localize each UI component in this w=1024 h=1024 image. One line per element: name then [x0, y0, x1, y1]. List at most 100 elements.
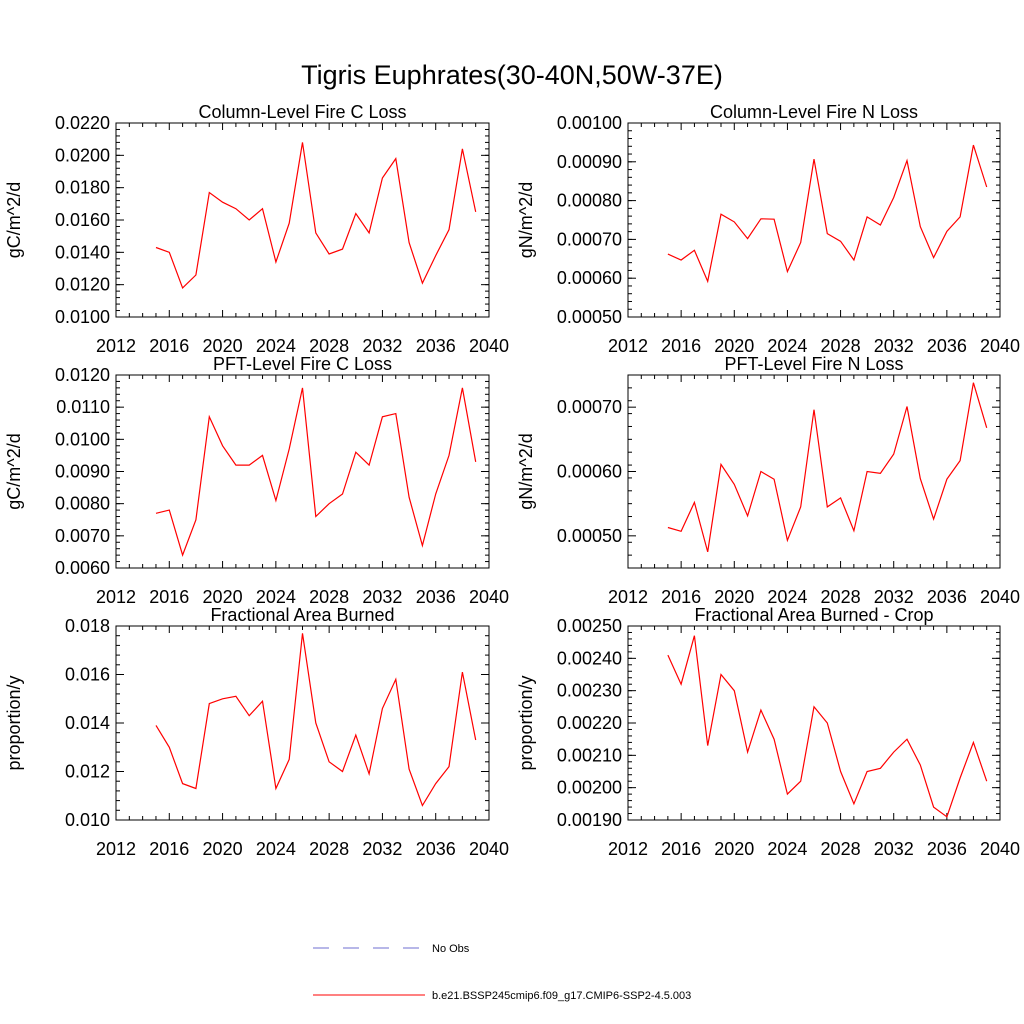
- plot-frame: [115, 374, 490, 569]
- panel-title: Column-Level Fire N Loss: [710, 102, 918, 122]
- x-tick-label: 2040: [469, 336, 509, 356]
- x-tick-label: 2012: [96, 839, 136, 859]
- y-tick-label: 0.010: [65, 810, 110, 830]
- x-tick-label: 2032: [874, 336, 914, 356]
- x-tick-label: 2036: [416, 587, 456, 607]
- series-line-pft-level-fire-c-loss: [155, 387, 477, 557]
- x-tick-label: 2012: [608, 336, 648, 356]
- y-axis-label: gN/m^2/d: [516, 182, 536, 258]
- x-tick-label: 2032: [362, 587, 402, 607]
- y-tick-label: 0.0180: [55, 178, 110, 198]
- x-tick-label: 2020: [203, 587, 243, 607]
- x-tick-label: 2016: [149, 336, 189, 356]
- y-tick-label: 0.0090: [55, 462, 110, 482]
- plot-frame: [627, 625, 1001, 821]
- legend-obs-label: No Obs: [432, 943, 470, 955]
- x-tick-label: 2020: [714, 839, 754, 859]
- chart-panels: Column-Level Fire C Loss gC/m^2/d 2012 2016…: [4, 102, 1020, 859]
- y-tick-label: 0.00070: [557, 397, 622, 417]
- y-tick-label: 0.0140: [55, 242, 110, 262]
- x-tick-label: 2028: [821, 587, 861, 607]
- y-tick-label: 0.00210: [557, 745, 622, 765]
- x-tick-label: 2036: [416, 336, 456, 356]
- y-axis-label: gC/m^2/d: [4, 182, 24, 258]
- y-tick-label: 0.0120: [55, 365, 110, 385]
- x-tick-label: 2020: [203, 336, 243, 356]
- x-tick-label: 2032: [362, 336, 402, 356]
- x-tick-label: 2024: [256, 587, 296, 607]
- panel-fractional-area-burned: Fractional Area Burned proportion/y 2012 20…: [4, 605, 509, 859]
- x-tick-label: 2032: [874, 839, 914, 859]
- y-tick-label: 0.00060: [557, 268, 622, 288]
- y-axis-label: gN/m^2/d: [516, 433, 536, 509]
- panel-pft-level-fire-n-loss: PFT-Level Fire N Loss gN/m^2/d 2012 2016 202…: [516, 354, 1020, 607]
- y-tick-label: 0.0080: [55, 494, 110, 514]
- y-tick-label: 0.00230: [557, 681, 622, 701]
- plot-frame: [627, 122, 1001, 318]
- y-tick-label: 0.00090: [557, 152, 622, 172]
- x-tick-label: 2024: [256, 839, 296, 859]
- x-tick-label: 2028: [821, 839, 861, 859]
- x-tick-label: 2020: [714, 336, 754, 356]
- x-tick-label: 2016: [661, 839, 701, 859]
- plot-frame: [115, 625, 490, 821]
- legend: No Obs b.e21.BSSP245cmip6.f09_g17.CMIP6-…: [313, 943, 691, 1002]
- x-tick-label: 2036: [927, 587, 967, 607]
- y-axis-label: gC/m^2/d: [4, 433, 24, 509]
- y-tick-label: 0.00080: [557, 191, 622, 211]
- y-tick-label: 0.0110: [56, 397, 110, 417]
- panel-title: Fractional Area Burned - Crop: [694, 605, 933, 625]
- x-tick-label: 2032: [362, 839, 402, 859]
- x-tick-label: 2016: [661, 587, 701, 607]
- y-tick-label: 0.018: [65, 616, 110, 636]
- y-tick-label: 0.0100: [55, 307, 110, 327]
- x-tick-label: 2028: [821, 336, 861, 356]
- series-line-fractional-area-burned: [155, 633, 477, 807]
- x-tick-label: 2040: [980, 587, 1020, 607]
- y-tick-label: 0.014: [65, 713, 110, 733]
- y-axis-label: proportion/y: [516, 675, 536, 770]
- x-tick-label: 2024: [767, 336, 807, 356]
- x-tick-label: 2028: [309, 336, 349, 356]
- legend-model-label: b.e21.BSSP245cmip6.f09_g17.CMIP6-SSP2-4.…: [432, 990, 691, 1002]
- series-line-column-level-fire-n-loss: [667, 144, 988, 284]
- y-tick-label: 0.00070: [557, 229, 622, 249]
- series-line-fractional-area-burned-crop: [667, 635, 988, 818]
- y-tick-label: 0.0200: [55, 145, 110, 165]
- x-tick-label: 2016: [149, 839, 189, 859]
- x-tick-label: 2020: [714, 587, 754, 607]
- x-tick-label: 2020: [203, 839, 243, 859]
- y-tick-label: 0.0060: [55, 558, 110, 578]
- y-tick-label: 0.00200: [557, 778, 622, 798]
- x-tick-label: 2012: [96, 587, 136, 607]
- x-tick-label: 2012: [608, 587, 648, 607]
- figure-title: Tigris Euphrates(30-40N,50W-37E): [301, 60, 723, 90]
- x-tick-label: 2024: [256, 336, 296, 356]
- panel-pft-level-fire-c-loss: PFT-Level Fire C Loss gC/m^2/d 2012 2016 202…: [4, 354, 509, 607]
- x-tick-label: 2040: [469, 839, 509, 859]
- y-tick-label: 0.0070: [55, 526, 110, 546]
- panel-title: PFT-Level Fire C Loss: [213, 354, 392, 374]
- x-tick-label: 2036: [416, 839, 456, 859]
- x-tick-label: 2012: [96, 336, 136, 356]
- series-line-column-level-fire-c-loss: [155, 142, 477, 289]
- y-tick-label: 0.00250: [557, 616, 622, 636]
- x-tick-label: 2040: [980, 839, 1020, 859]
- y-tick-label: 0.00060: [557, 462, 622, 482]
- x-tick-label: 2028: [309, 587, 349, 607]
- y-tick-label: 0.0220: [55, 113, 110, 133]
- panel-title: Column-Level Fire C Loss: [198, 102, 406, 122]
- y-tick-label: 0.00050: [557, 526, 622, 546]
- x-tick-label: 2012: [608, 839, 648, 859]
- series-line-pft-level-fire-n-loss: [667, 382, 988, 553]
- x-tick-label: 2024: [767, 587, 807, 607]
- x-tick-label: 2040: [469, 587, 509, 607]
- y-tick-label: 0.0120: [55, 275, 110, 295]
- panel-title: Fractional Area Burned: [210, 605, 394, 625]
- y-tick-label: 0.00050: [557, 307, 622, 327]
- x-tick-label: 2028: [309, 839, 349, 859]
- x-tick-label: 2032: [874, 587, 914, 607]
- plot-frame: [115, 122, 490, 318]
- y-tick-label: 0.012: [65, 762, 110, 782]
